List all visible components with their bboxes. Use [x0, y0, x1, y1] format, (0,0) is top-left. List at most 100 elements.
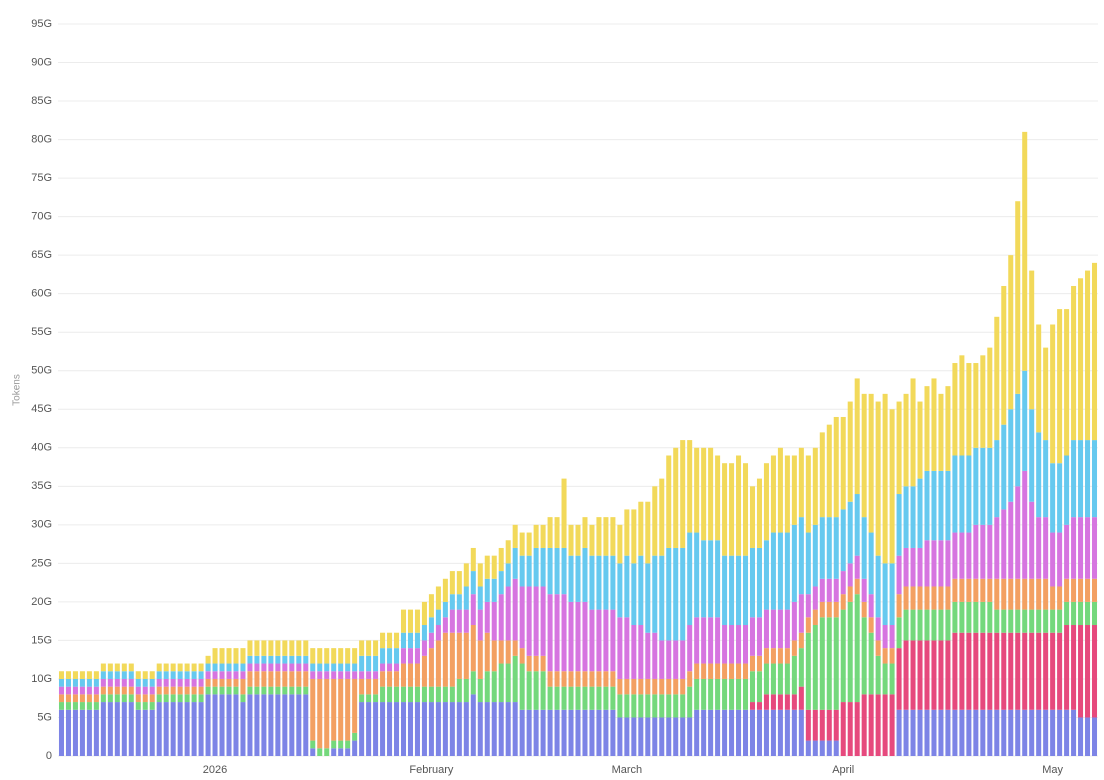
bar-segment: [72, 686, 78, 695]
bar-segment: [777, 532, 783, 610]
bar-segment: [170, 671, 176, 679]
bar-segment: [722, 709, 728, 756]
bar-segment: [219, 686, 225, 695]
bar-segment: [303, 640, 309, 656]
bar-segment: [177, 702, 183, 756]
bar-segment: [380, 648, 386, 664]
bar-segment: [205, 671, 211, 679]
bar-segment: [86, 671, 92, 679]
bar-segment: [324, 663, 330, 672]
bar-segment: [910, 378, 916, 487]
bar-segment: [554, 547, 560, 595]
bar-segment: [163, 671, 169, 679]
bar-segment: [233, 648, 239, 664]
bar-segment: [575, 686, 581, 710]
bar-segment: [868, 632, 874, 695]
bar-segment: [736, 625, 742, 664]
bar-segment: [505, 640, 511, 664]
bar-segment: [93, 709, 99, 756]
bar-segment: [568, 555, 574, 602]
y-tick-label: 25G: [31, 557, 52, 569]
bar-segment: [463, 632, 469, 679]
bar-segment: [889, 409, 895, 564]
bar-segment: [86, 686, 92, 695]
bar-segment: [743, 678, 749, 710]
bar-segment: [526, 709, 532, 756]
bar-segment: [519, 709, 525, 756]
bar-segment: [561, 547, 567, 595]
bar-segment: [680, 547, 686, 641]
bar-segment: [86, 709, 92, 756]
bar-segment: [798, 709, 804, 756]
bar-segment: [715, 709, 721, 756]
bar-segment: [240, 648, 246, 664]
bar-segment: [945, 609, 951, 641]
bar-segment: [512, 578, 518, 641]
bar-segment: [1008, 255, 1014, 410]
bar-segment: [610, 517, 616, 556]
bar-segment: [1078, 578, 1084, 602]
bar-segment: [603, 709, 609, 756]
bar-segment: [966, 578, 972, 602]
bar-segment: [184, 694, 190, 703]
bar-segment: [924, 640, 930, 710]
y-tick-label: 5G: [37, 711, 52, 723]
bar-segment: [729, 555, 735, 626]
bar-segment: [470, 571, 476, 595]
bar-segment: [205, 678, 211, 687]
bar-segment: [1057, 632, 1063, 710]
bar-segment: [770, 663, 776, 695]
bar-segment: [498, 640, 504, 664]
bar-segment: [114, 702, 120, 756]
bar-segment: [708, 617, 714, 664]
bar-segment: [763, 609, 769, 649]
bar-segment: [812, 447, 818, 525]
bar-segment: [100, 686, 106, 695]
bar-segment: [645, 563, 651, 633]
bar-segment: [1036, 609, 1042, 633]
bar-segment: [191, 671, 197, 679]
bar-segment: [624, 509, 630, 556]
bar-segment: [722, 463, 728, 556]
bar-segment: [163, 663, 169, 672]
bar-segment: [170, 678, 176, 687]
bar-segment: [917, 709, 923, 756]
bar-segment: [380, 671, 386, 687]
bar-segment: [470, 694, 476, 756]
bar-segment: [1001, 424, 1007, 510]
bar-segment: [212, 671, 218, 679]
bar-segment: [233, 671, 239, 679]
bar-segment: [163, 678, 169, 687]
bar-segment: [791, 640, 797, 656]
bar-segment: [868, 694, 874, 756]
bar-segment: [1091, 717, 1098, 756]
bar-segment: [903, 547, 909, 587]
bar-segment: [617, 524, 623, 564]
bar-segment: [652, 486, 658, 556]
bar-segment: [296, 694, 302, 756]
bar-segment: [931, 378, 937, 471]
bar-segment: [770, 709, 776, 756]
bar-segment: [952, 363, 958, 456]
bar-segment: [156, 702, 162, 756]
bar-segment: [338, 748, 344, 756]
bar-segment: [582, 671, 588, 687]
bar-segment: [526, 555, 532, 587]
bar-segment: [540, 524, 546, 548]
bar-segment: [980, 709, 986, 756]
bar-segment: [463, 586, 469, 610]
bar-segment: [617, 717, 623, 756]
bar-segment: [743, 463, 749, 556]
bar-segment: [505, 702, 511, 756]
bar-segment: [638, 717, 644, 756]
bar-segment: [289, 686, 295, 695]
bar-segment: [784, 663, 790, 695]
bar-segment: [875, 401, 881, 556]
bar-segment: [924, 540, 930, 587]
bar-segment: [763, 648, 769, 664]
bar-segment: [784, 455, 790, 533]
bar-segment: [219, 694, 225, 756]
bar-segment: [65, 671, 71, 679]
bar-segment: [910, 640, 916, 710]
bar-segment: [708, 540, 714, 618]
